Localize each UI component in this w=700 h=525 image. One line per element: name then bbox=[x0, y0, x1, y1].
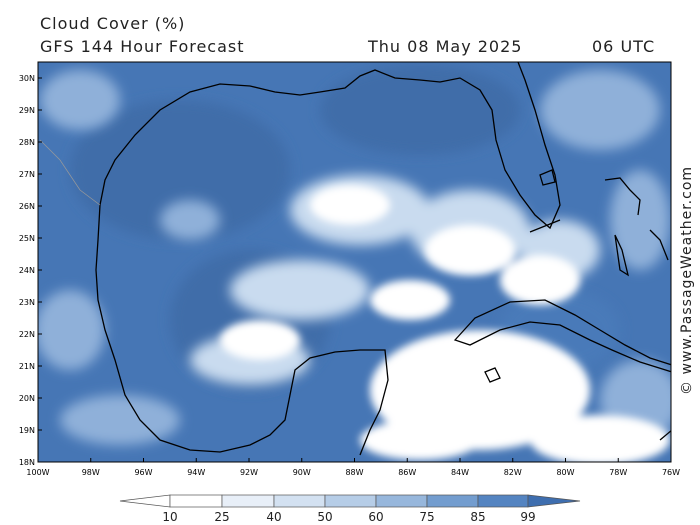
colorbar bbox=[119, 494, 581, 508]
forecast-date: Thu 08 May 2025 bbox=[368, 37, 523, 56]
lon-label: 88W bbox=[345, 468, 363, 477]
colorbar-tick-label: 85 bbox=[470, 510, 485, 524]
lat-label: 23N bbox=[19, 298, 35, 307]
lon-label: 78W bbox=[609, 468, 627, 477]
colorbar-tick-label: 40 bbox=[266, 510, 281, 524]
colorbar-tick-label: 75 bbox=[419, 510, 434, 524]
lon-label: 86W bbox=[398, 468, 416, 477]
lat-label: 18N bbox=[19, 458, 35, 467]
lon-label: 82W bbox=[504, 468, 522, 477]
lon-label: 90W bbox=[293, 468, 311, 477]
lat-label: 29N bbox=[19, 106, 35, 115]
latitude-axis: 30N 29N 28N 27N 26N 25N 24N 23N 22N 21N 20N 19N 18N bbox=[19, 74, 42, 467]
lon-label: 80W bbox=[556, 468, 574, 477]
lon-label: 84W bbox=[451, 468, 469, 477]
lat-label: 24N bbox=[19, 266, 35, 275]
lat-label: 30N bbox=[19, 74, 35, 83]
lat-label: 26N bbox=[19, 202, 35, 211]
lat-label: 20N bbox=[19, 394, 35, 403]
lon-label: 76W bbox=[662, 468, 680, 477]
colorbar-ticks: 10 25 40 50 60 75 85 99 bbox=[162, 510, 535, 524]
lat-label: 28N bbox=[19, 138, 35, 147]
coastline bbox=[95, 62, 671, 456]
lon-label: 100W bbox=[26, 468, 49, 477]
colorbar-tick-label: 10 bbox=[162, 510, 177, 524]
chart-subtitle: GFS 144 Hour Forecast bbox=[40, 37, 245, 56]
colorbar-tick-label: 60 bbox=[368, 510, 383, 524]
lon-label: 94W bbox=[187, 468, 205, 477]
lat-label: 25N bbox=[19, 234, 35, 243]
forecast-time: 06 UTC bbox=[592, 37, 656, 56]
watermark: © www.PassageWeather.com bbox=[679, 165, 695, 395]
lat-label: 21N bbox=[19, 362, 35, 371]
lon-label: 98W bbox=[82, 468, 100, 477]
chart-title: Cloud Cover (%) bbox=[40, 14, 186, 33]
colorbar-tick-label: 50 bbox=[317, 510, 332, 524]
lat-label: 27N bbox=[19, 170, 35, 179]
longitude-axis: 100W 98W 96W 94W 92W 90W 88W 86W 84W 82W 80W 78W 76W bbox=[26, 458, 680, 477]
lat-label: 22N bbox=[19, 330, 35, 339]
lat-label: 19N bbox=[19, 426, 35, 435]
map-field bbox=[38, 62, 671, 462]
colorbar-tick-label: 25 bbox=[214, 510, 229, 524]
lon-label: 96W bbox=[134, 468, 152, 477]
colorbar-tick-label: 99 bbox=[520, 510, 535, 524]
lon-label: 92W bbox=[240, 468, 258, 477]
